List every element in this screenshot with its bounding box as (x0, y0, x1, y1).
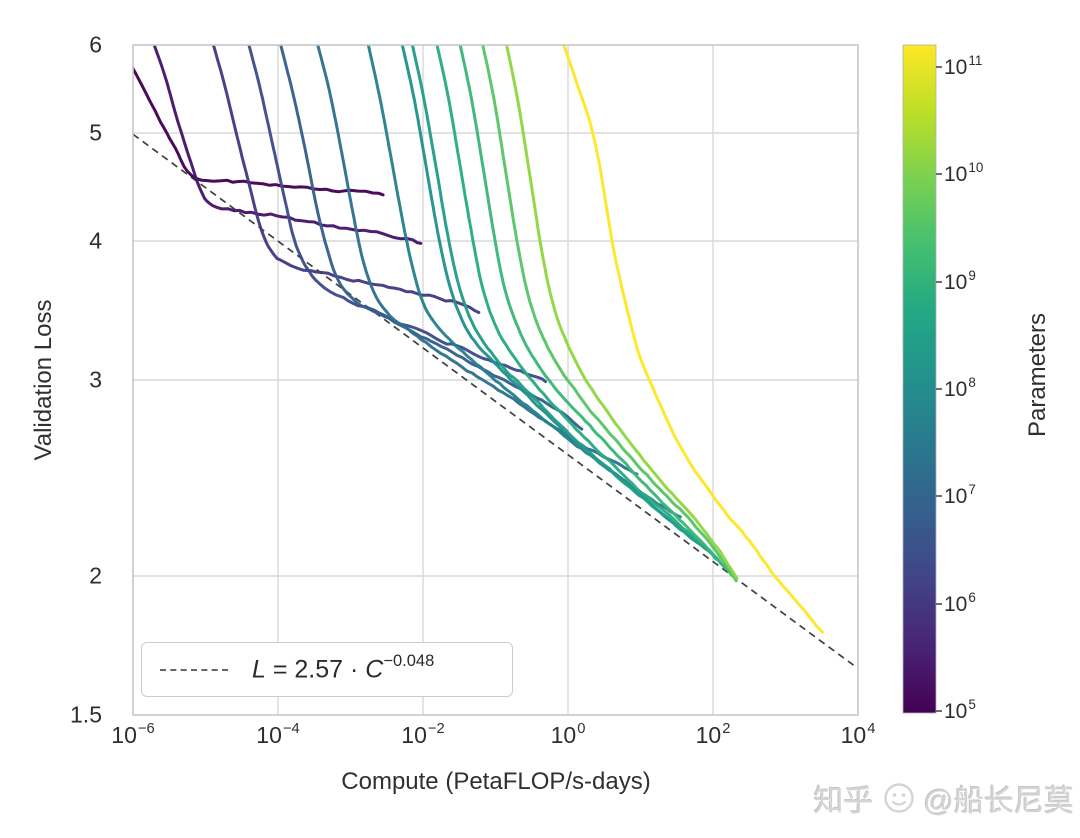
curves-layer (133, 45, 858, 670)
legend-dashed-line-sample (160, 668, 228, 671)
y-tick-3: 3 (89, 366, 102, 393)
y-tick-2: 2 (89, 562, 102, 589)
learning-curve-1e6.4 (247, 45, 547, 384)
learning-curve-1e8.7 (435, 45, 726, 568)
x-tick-1e-6: 10−6 (111, 720, 155, 748)
cb-tick-1e5: 105 (944, 696, 976, 723)
learning-curve-1e11 (562, 45, 824, 634)
colorbar-gradient-bar (902, 44, 937, 714)
x-tick-1e0: 100 (550, 720, 586, 748)
learning-curve-1e9 (458, 45, 735, 578)
watermark: 知乎 @船长尼莫 (814, 776, 1074, 820)
x-tick-1e2: 102 (695, 720, 731, 748)
watermark-site-text: 知乎 (813, 785, 874, 818)
colorbar-tick-marks (936, 66, 942, 712)
learning-curve-1e8.3 (410, 45, 719, 561)
learning-curve-1e6.8 (279, 45, 584, 431)
learning-curve-1e10 (505, 45, 739, 580)
learning-curve-1e8 (400, 45, 711, 552)
plot-border (132, 44, 859, 716)
x-axis-label: Compute (PetaFLOP/s-days) (341, 768, 651, 795)
learning-curve-1e5 (133, 65, 385, 197)
watermark-handle-text: @船长尼莫 (923, 785, 1074, 818)
x-tick-1e4: 104 (840, 720, 876, 748)
cb-tick-1e6: 106 (944, 589, 976, 616)
learning-curve-1e6 (211, 45, 481, 314)
y-tick-6: 6 (89, 31, 102, 58)
x-tick-1e-2: 10−2 (401, 720, 445, 748)
cb-tick-1e8: 108 (944, 374, 976, 401)
cb-tick-1e10: 1010 (944, 159, 984, 186)
x-tick-1e-4: 10−4 (256, 720, 300, 748)
y-tick-1-5: 1.5 (70, 701, 102, 728)
colorbar-label: Parameters (1024, 312, 1051, 438)
cb-tick-1e11: 1011 (944, 52, 983, 79)
y-tick-5: 5 (89, 119, 102, 146)
learning-curve-1e9.4 (481, 45, 738, 583)
frontier-fit-line (133, 133, 858, 670)
y-axis-label: Validation Loss (30, 299, 57, 461)
legend-box: L = 2.57 · C−0.048 (141, 642, 513, 697)
cb-tick-1e9: 109 (944, 267, 976, 294)
cb-tick-1e7: 107 (944, 481, 976, 508)
y-tick-4: 4 (89, 227, 102, 254)
watermark-logo-icon (883, 783, 914, 813)
colorbar (902, 44, 942, 714)
legend-fit-formula: L = 2.57 · C−0.048 (252, 651, 435, 684)
